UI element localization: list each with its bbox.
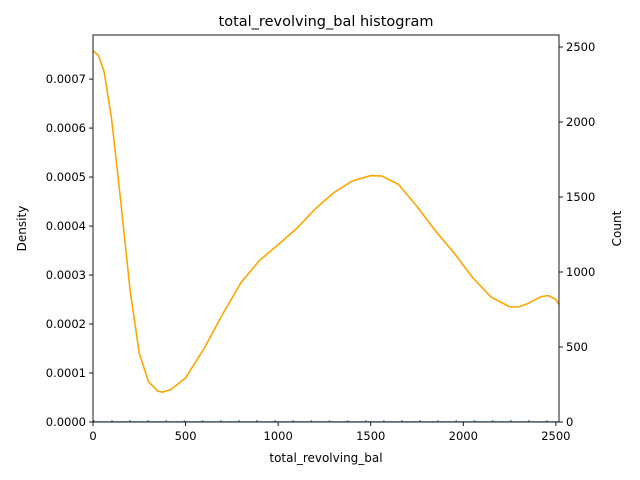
histogram-bar [93,420,95,422]
y-left-tick-label: 0.0005 [46,170,86,184]
histogram-bar [364,420,367,422]
histogram-bar [256,420,258,422]
histogram-bar [237,420,240,422]
plot-area [92,34,560,423]
histogram-bar [491,420,494,422]
y-right-tick-label: 1500 [566,190,595,204]
histogram-bar [437,420,440,422]
y-left-tick-label: 0.0006 [46,121,86,135]
kde-line [92,50,560,393]
y-left-tick-label: 0.0002 [46,317,86,331]
histogram-bar [382,420,385,422]
y-left-tick-label: 0.0007 [46,72,86,86]
x-tick-label: 1500 [356,429,385,443]
x-tick-label: 500 [175,429,197,443]
histogram-bar [328,420,331,422]
histogram-bar [165,420,168,422]
histogram-bar [509,420,512,422]
y-left-tick-label: 0.0000 [46,415,86,429]
histogram-bar [274,420,277,422]
histogram-bar [346,420,349,422]
histogram-bar [129,420,132,422]
histogram-bar [147,420,150,422]
y-right-tick-label: 1000 [566,265,595,279]
y-right-tick-label: 0 [566,415,573,429]
histogram-bar [401,420,403,422]
histogram-bar [219,420,222,422]
y-right-tick-label: 500 [566,340,588,354]
y-right-tick-label: 2000 [566,115,595,129]
y-left-tick-label: 0.0003 [46,268,86,282]
plot-frame [92,34,560,423]
y-right-tick-label: 2500 [566,40,595,54]
y-left-tick-label: 0.0001 [46,366,86,380]
y-axis-right: 0 500 1000 1500 2000 2500 [559,40,595,429]
histogram-bar [292,420,295,422]
histogram-bar [473,420,476,422]
x-tick-label: 1000 [264,429,293,443]
histogram-bar [455,420,458,422]
y-left-tick-label: 0.0004 [46,219,86,233]
x-axis: 0 500 1000 1500 2000 2500 [89,422,570,443]
y-axis-left: 0.0000 0.0001 0.0002 0.0003 0.0004 0.0005 0.00… [46,72,93,429]
y-axis-left-label: Density [15,206,29,252]
histogram-bar [419,420,421,422]
x-tick-label: 2500 [541,429,570,443]
x-axis-label: total_revolving_bal [269,451,382,465]
y-axis-right-label: Count [610,210,624,246]
histogram-bar [527,420,530,422]
chart-title: total_revolving_bal histogram [219,14,434,30]
x-tick-label: 2000 [449,429,478,443]
x-tick-label: 0 [89,429,96,443]
histogram-bar [201,420,204,422]
histogram-bar [111,420,113,422]
histogram-bar [546,420,548,422]
histogram-bar [183,420,186,422]
histogram-bar [310,420,313,422]
